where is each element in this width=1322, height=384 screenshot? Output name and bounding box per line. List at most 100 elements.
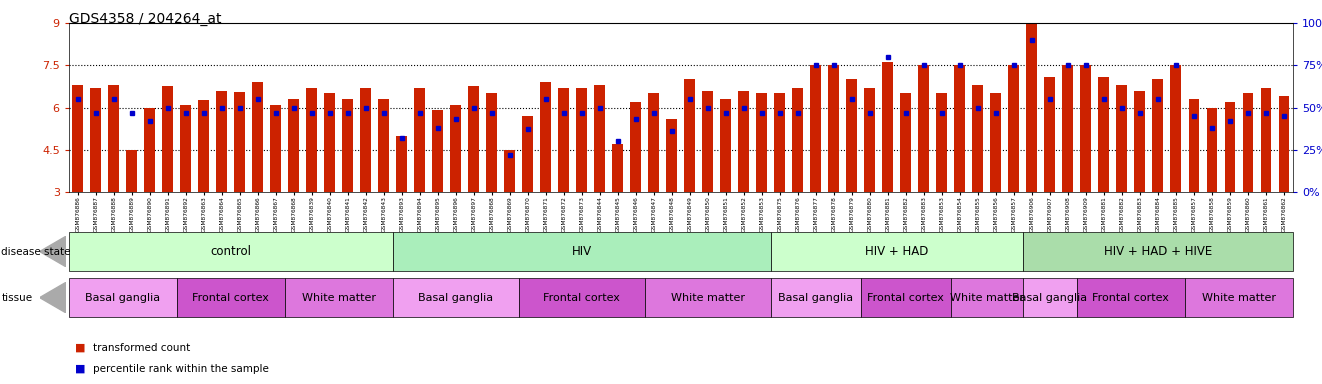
- Bar: [1170, 65, 1182, 192]
- Text: tissue: tissue: [1, 293, 33, 303]
- Bar: [393, 278, 518, 317]
- Bar: [144, 108, 155, 192]
- Bar: [361, 88, 371, 192]
- Bar: [288, 99, 299, 192]
- Bar: [1099, 76, 1109, 192]
- Bar: [1026, 23, 1038, 192]
- Text: Basal ganglia: Basal ganglia: [418, 293, 493, 303]
- Bar: [1260, 88, 1272, 192]
- Polygon shape: [40, 236, 66, 267]
- Bar: [393, 232, 771, 271]
- Bar: [1207, 108, 1218, 192]
- Text: White matter: White matter: [670, 293, 744, 303]
- Bar: [1063, 65, 1073, 192]
- Text: Frontal cortex: Frontal cortex: [192, 293, 270, 303]
- Bar: [612, 144, 623, 192]
- Bar: [900, 93, 911, 192]
- Text: Frontal cortex: Frontal cortex: [1092, 293, 1170, 303]
- Bar: [685, 79, 695, 192]
- Bar: [990, 93, 1001, 192]
- Text: HIV: HIV: [571, 245, 592, 258]
- Text: Basal ganglia: Basal ganglia: [779, 293, 854, 303]
- Bar: [792, 88, 804, 192]
- Bar: [865, 88, 875, 192]
- Bar: [1153, 79, 1163, 192]
- Bar: [1023, 232, 1293, 271]
- Bar: [1278, 96, 1289, 192]
- Bar: [951, 278, 1023, 317]
- Bar: [414, 88, 426, 192]
- Bar: [1023, 278, 1077, 317]
- Text: percentile rank within the sample: percentile rank within the sample: [93, 364, 268, 374]
- Text: Frontal cortex: Frontal cortex: [867, 293, 944, 303]
- Bar: [234, 92, 245, 192]
- Bar: [883, 63, 894, 192]
- Bar: [576, 88, 587, 192]
- Text: HIV + HAD + HIVE: HIV + HAD + HIVE: [1104, 245, 1212, 258]
- Bar: [69, 232, 393, 271]
- Bar: [919, 65, 929, 192]
- Bar: [180, 105, 192, 192]
- Bar: [1080, 65, 1091, 192]
- Bar: [595, 85, 605, 192]
- Bar: [775, 93, 785, 192]
- Bar: [108, 85, 119, 192]
- Polygon shape: [40, 282, 66, 313]
- Text: ■: ■: [75, 364, 86, 374]
- Text: transformed count: transformed count: [93, 343, 190, 353]
- Bar: [217, 91, 227, 192]
- Bar: [936, 93, 948, 192]
- Text: White matter: White matter: [951, 293, 1023, 303]
- Bar: [558, 88, 570, 192]
- Bar: [666, 119, 677, 192]
- Text: Basal ganglia: Basal ganglia: [1013, 293, 1088, 303]
- Bar: [73, 85, 83, 192]
- Bar: [846, 79, 857, 192]
- Bar: [378, 99, 389, 192]
- Bar: [739, 91, 750, 192]
- Bar: [648, 93, 660, 192]
- Bar: [1185, 278, 1293, 317]
- Bar: [177, 278, 284, 317]
- Bar: [1134, 91, 1145, 192]
- Text: ■: ■: [75, 343, 86, 353]
- Bar: [198, 101, 209, 192]
- Bar: [645, 278, 771, 317]
- Bar: [432, 110, 443, 192]
- Bar: [127, 150, 137, 192]
- Bar: [756, 93, 767, 192]
- Bar: [1224, 102, 1235, 192]
- Bar: [271, 105, 282, 192]
- Bar: [486, 93, 497, 192]
- Bar: [771, 232, 1023, 271]
- Text: control: control: [210, 245, 251, 258]
- Bar: [771, 278, 861, 317]
- Bar: [90, 88, 102, 192]
- Bar: [954, 65, 965, 192]
- Bar: [342, 99, 353, 192]
- Bar: [163, 86, 173, 192]
- Bar: [397, 136, 407, 192]
- Bar: [973, 85, 984, 192]
- Bar: [69, 278, 177, 317]
- Bar: [1188, 99, 1199, 192]
- Text: White matter: White matter: [1202, 293, 1276, 303]
- Bar: [541, 82, 551, 192]
- Bar: [1117, 85, 1128, 192]
- Bar: [522, 116, 533, 192]
- Bar: [451, 105, 461, 192]
- Text: White matter: White matter: [301, 293, 375, 303]
- Bar: [861, 278, 951, 317]
- Bar: [1243, 93, 1253, 192]
- Bar: [324, 93, 336, 192]
- Text: disease state: disease state: [1, 247, 71, 257]
- Bar: [518, 278, 645, 317]
- Bar: [702, 91, 714, 192]
- Bar: [829, 65, 839, 192]
- Bar: [720, 99, 731, 192]
- Text: Basal ganglia: Basal ganglia: [85, 293, 160, 303]
- Bar: [1009, 65, 1019, 192]
- Text: HIV + HAD: HIV + HAD: [865, 245, 928, 258]
- Bar: [810, 65, 821, 192]
- Bar: [468, 86, 479, 192]
